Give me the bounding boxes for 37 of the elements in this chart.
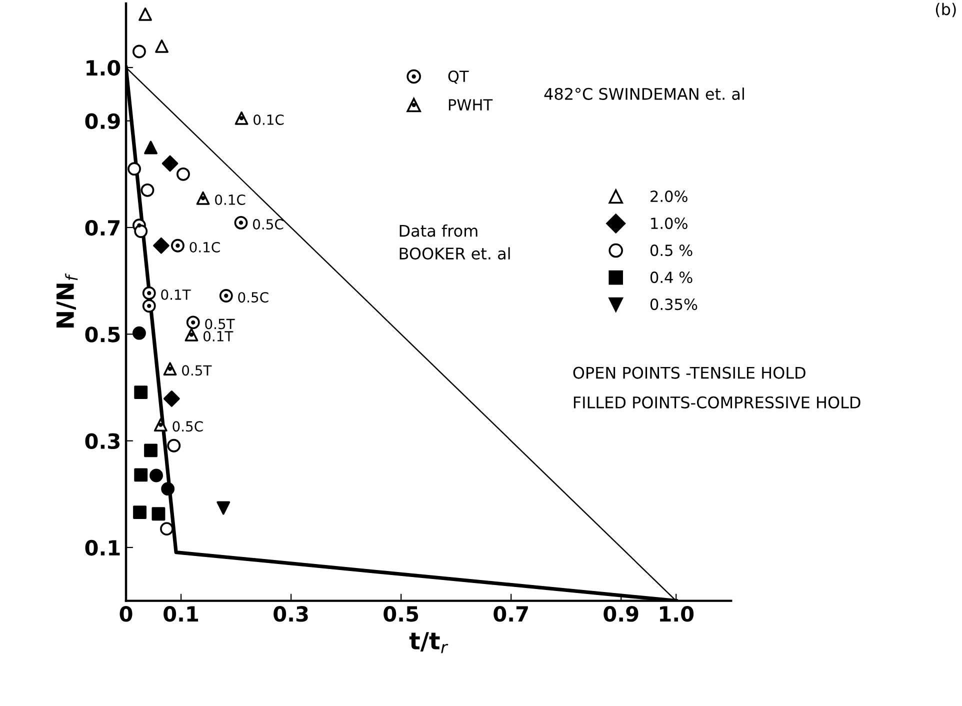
y-axis-title: N/N$_{f}$ [56, 273, 78, 328]
annotation: 0.5C [172, 421, 203, 432]
x-tick-label: 0 [120, 606, 132, 622]
annotation: 0.1T [204, 331, 234, 342]
annotation: 482°C SWINDEMAN et. al [544, 88, 744, 100]
annotation: OPEN POINTS -TENSILE HOLD [573, 366, 806, 379]
annotation: 0.1C [190, 242, 220, 252]
x-tick-label: 1.0 [660, 606, 694, 622]
legend-label: 2.0% [650, 190, 688, 202]
annotation: 0.1C [254, 114, 284, 125]
y-tick-label: 0.7 [85, 220, 120, 236]
x-tick-label: 0.1 [164, 606, 198, 622]
annotation: 0.5C [253, 219, 284, 230]
legend-label: 0.5 % [650, 244, 692, 256]
annotation: 0.5C [238, 292, 268, 303]
y-tick-label: 0.3 [85, 433, 120, 450]
legend-label: PWHT [448, 99, 493, 110]
annotation: 0.1T [161, 289, 191, 300]
annotation: 0.1C [215, 194, 246, 205]
annotation: 0.5T [205, 318, 235, 330]
x-tick-label: 0.5 [384, 606, 418, 622]
annotation: 0.5T [182, 365, 212, 376]
x-tick-label: 0.7 [494, 606, 528, 622]
x-tick-label: 0.3 [274, 606, 308, 622]
legend-label: 0.4 % [650, 272, 692, 284]
annotation: Data from BOOKER et. al [400, 224, 510, 260]
x-tick-label: 0.9 [604, 606, 638, 622]
legend-label: 1.0% [651, 218, 688, 230]
y-tick-label: 1.0 [86, 60, 120, 76]
legend-label: 0.35% [650, 298, 698, 310]
annotation: FILLED POINTS-COMPRESSIVE HOLD [574, 396, 860, 408]
y-tick-label: 0.1 [85, 540, 120, 556]
y-tick-label: 0.9 [85, 113, 120, 130]
text: (b) [936, 2, 956, 18]
y-tick-label: 0.5 [85, 326, 120, 342]
x-axis-title: t/t$_{r}$ [409, 632, 448, 654]
legend-label: QT [448, 70, 469, 84]
